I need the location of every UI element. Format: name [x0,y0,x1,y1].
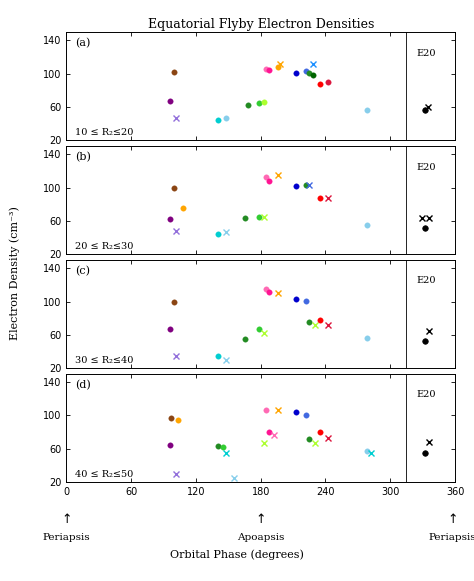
Text: Electron Density (cm⁻³): Electron Density (cm⁻³) [9,206,19,340]
Text: E20: E20 [416,163,436,171]
Text: Orbital Phase (degrees): Orbital Phase (degrees) [170,550,304,560]
Text: (b): (b) [75,152,91,162]
Text: E20: E20 [416,390,436,399]
Text: 30 ≤ R₂≤40: 30 ≤ R₂≤40 [75,356,133,365]
Text: ↑: ↑ [255,514,266,526]
Text: Periapsis: Periapsis [429,533,474,542]
Text: ↑: ↑ [61,514,72,526]
Text: 10 ≤ R₂≤20: 10 ≤ R₂≤20 [75,128,133,137]
Text: (d): (d) [75,379,91,390]
Text: Apoapsis: Apoapsis [237,533,284,542]
Text: (a): (a) [75,38,91,48]
Title: Equatorial Flyby Electron Densities: Equatorial Flyby Electron Densities [147,18,374,31]
Text: ↑: ↑ [447,514,458,526]
Text: 20 ≤ R₂≤30: 20 ≤ R₂≤30 [75,242,133,251]
Text: Periapsis: Periapsis [43,533,90,542]
Text: E20: E20 [416,49,436,58]
Text: E20: E20 [416,277,436,285]
Text: (c): (c) [75,266,90,276]
Text: 40 ≤ R₂≤50: 40 ≤ R₂≤50 [75,470,133,479]
